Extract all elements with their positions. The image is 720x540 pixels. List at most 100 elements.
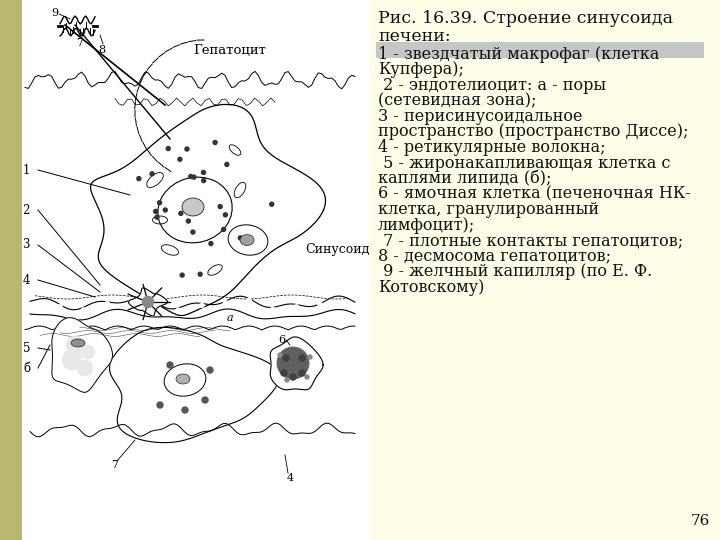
Text: 2 - эндотелиоцит: а - поры: 2 - эндотелиоцит: а - поры — [378, 77, 606, 94]
Circle shape — [218, 205, 222, 208]
Text: 6: 6 — [278, 335, 285, 345]
Circle shape — [209, 241, 213, 246]
Bar — [376, 42, 704, 58]
Circle shape — [278, 353, 282, 357]
Circle shape — [238, 236, 243, 240]
Bar — [22, 0, 370, 540]
Ellipse shape — [182, 198, 204, 216]
Circle shape — [150, 172, 154, 176]
Circle shape — [154, 210, 158, 213]
Text: 3 - перисинусоидальное: 3 - перисинусоидальное — [378, 108, 582, 125]
Text: 6 - ямочная клетка (печеночная НК-: 6 - ямочная клетка (печеночная НК- — [378, 186, 690, 202]
Text: клетка, гранулированный: клетка, гранулированный — [378, 201, 599, 218]
Circle shape — [225, 163, 229, 166]
Circle shape — [163, 208, 167, 212]
Circle shape — [299, 369, 305, 376]
Circle shape — [185, 147, 189, 151]
Circle shape — [199, 303, 204, 308]
Circle shape — [223, 213, 228, 217]
Circle shape — [155, 215, 159, 219]
Circle shape — [213, 140, 217, 145]
Circle shape — [81, 307, 86, 313]
Circle shape — [81, 345, 95, 359]
Text: 9 - желчный капилляр (по Е. Ф.: 9 - желчный капилляр (по Е. Ф. — [378, 263, 652, 280]
Circle shape — [189, 174, 193, 179]
Circle shape — [192, 175, 196, 179]
Circle shape — [186, 219, 190, 223]
Circle shape — [137, 177, 141, 180]
Circle shape — [281, 369, 287, 376]
Text: 1: 1 — [22, 164, 30, 177]
Circle shape — [305, 375, 309, 379]
Circle shape — [270, 307, 275, 312]
Text: 8 - десмосома гепатоцитов;: 8 - десмосома гепатоцитов; — [378, 247, 611, 265]
Text: 5: 5 — [22, 341, 30, 354]
Circle shape — [179, 211, 183, 215]
Circle shape — [202, 397, 208, 403]
Text: Котовскому): Котовскому) — [378, 279, 485, 295]
Circle shape — [277, 347, 309, 379]
Polygon shape — [91, 104, 325, 315]
Circle shape — [62, 350, 82, 370]
Text: 7: 7 — [76, 38, 84, 48]
Text: Купфера);: Купфера); — [378, 62, 464, 78]
Text: пространство (пространство Диссе);: пространство (пространство Диссе); — [378, 124, 688, 140]
Circle shape — [77, 360, 93, 376]
Circle shape — [105, 301, 109, 306]
Circle shape — [142, 296, 154, 308]
Circle shape — [289, 374, 297, 381]
Text: 4 - ретикулярные волокна;: 4 - ретикулярные волокна; — [378, 139, 606, 156]
Text: 2: 2 — [22, 204, 30, 217]
Circle shape — [246, 298, 251, 303]
Circle shape — [128, 299, 133, 304]
Circle shape — [176, 308, 181, 313]
Text: каплями липида (б);: каплями липида (б); — [378, 170, 552, 187]
Circle shape — [152, 300, 157, 305]
Circle shape — [282, 354, 289, 361]
Text: 8: 8 — [99, 45, 106, 55]
Bar — [370, 0, 720, 540]
Circle shape — [66, 336, 84, 354]
Circle shape — [222, 227, 225, 232]
Circle shape — [191, 230, 195, 234]
Circle shape — [167, 362, 173, 368]
Polygon shape — [270, 337, 323, 390]
Text: печени:: печени: — [378, 28, 451, 45]
Polygon shape — [52, 318, 112, 393]
Text: б: б — [23, 361, 30, 375]
Circle shape — [182, 407, 188, 413]
Text: 4: 4 — [22, 273, 30, 287]
Polygon shape — [128, 288, 168, 316]
Text: 7: 7 — [112, 460, 119, 470]
Ellipse shape — [71, 339, 85, 347]
Text: 7 - плотные контакты гепатоцитов;: 7 - плотные контакты гепатоцитов; — [378, 232, 683, 249]
Circle shape — [180, 273, 184, 277]
Circle shape — [157, 402, 163, 408]
Circle shape — [223, 300, 228, 305]
Circle shape — [207, 367, 213, 373]
Circle shape — [285, 378, 289, 382]
Circle shape — [294, 304, 299, 309]
Circle shape — [198, 272, 202, 276]
Circle shape — [270, 202, 274, 206]
Circle shape — [58, 304, 63, 309]
Circle shape — [299, 354, 305, 361]
Circle shape — [158, 201, 161, 205]
Text: а: а — [227, 313, 233, 323]
Text: лимфоцит);: лимфоцит); — [378, 217, 475, 233]
Text: 3: 3 — [22, 239, 30, 252]
Text: (сетевидная зона);: (сетевидная зона); — [378, 92, 536, 110]
Text: Рис. 16.39. Строение синусоида: Рис. 16.39. Строение синусоида — [378, 10, 673, 27]
Text: 4: 4 — [287, 473, 294, 483]
Circle shape — [202, 179, 206, 183]
Circle shape — [318, 302, 323, 307]
Circle shape — [166, 146, 170, 151]
Text: Гепатоцит: Гепатоцит — [194, 44, 266, 57]
Bar — [0, 0, 22, 540]
Text: 5 - жиронакапливающая клетка с: 5 - жиронакапливающая клетка с — [378, 154, 670, 172]
Ellipse shape — [176, 374, 190, 384]
Text: 76: 76 — [690, 514, 710, 528]
Circle shape — [178, 157, 182, 161]
Circle shape — [202, 171, 205, 174]
Text: 1 - звездчатый макрофаг (клетка: 1 - звездчатый макрофаг (клетка — [378, 46, 660, 63]
